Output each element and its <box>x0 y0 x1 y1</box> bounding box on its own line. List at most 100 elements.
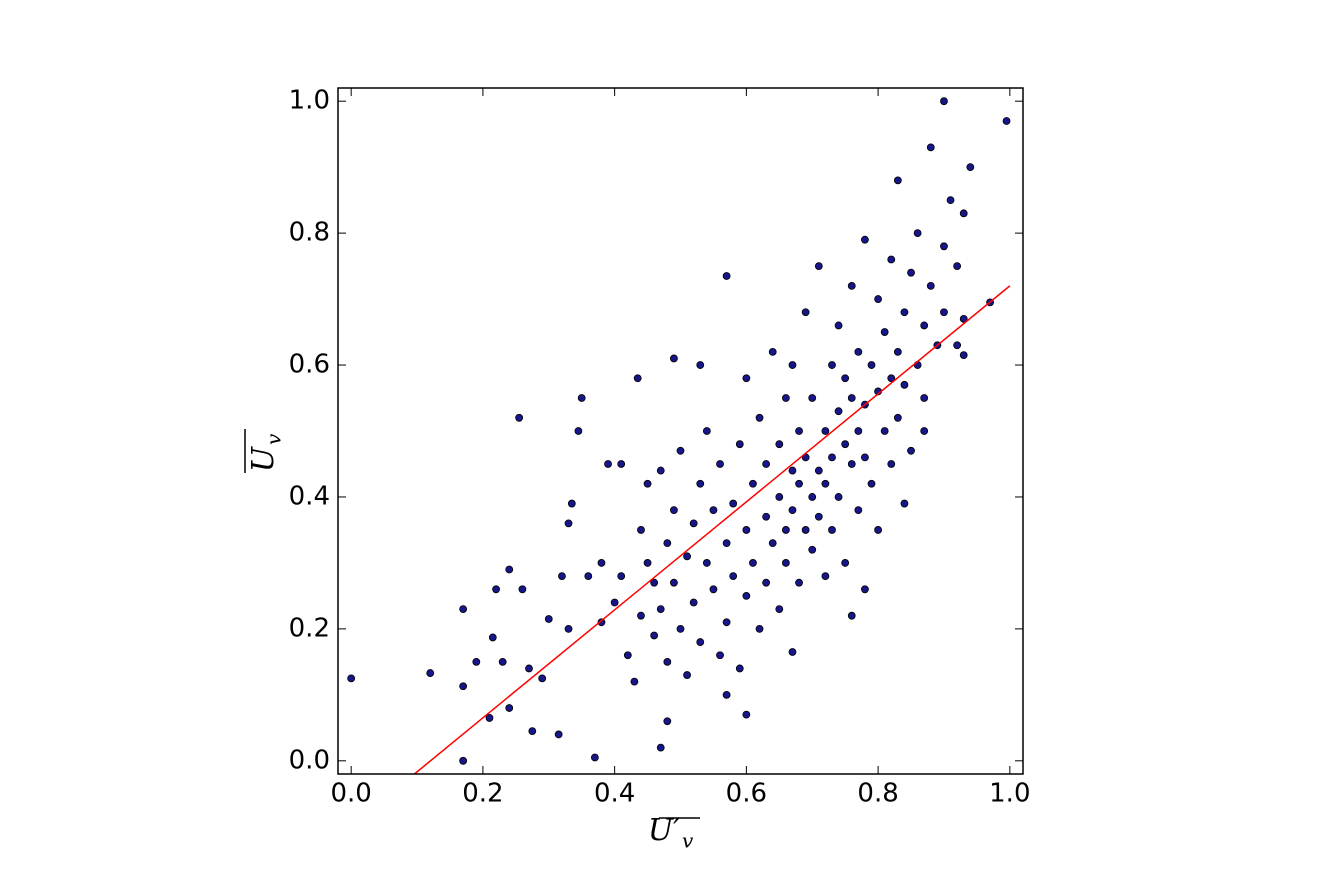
point <box>567 499 576 508</box>
point <box>874 526 882 534</box>
point <box>515 413 524 422</box>
point <box>854 506 863 515</box>
point <box>907 268 915 277</box>
point <box>913 229 922 238</box>
point <box>775 605 784 613</box>
point <box>920 321 929 330</box>
point <box>722 539 731 548</box>
point <box>847 394 856 402</box>
point <box>584 572 593 581</box>
point <box>558 572 566 581</box>
fit-line <box>413 285 1011 775</box>
point <box>755 624 764 633</box>
point <box>953 262 962 270</box>
point <box>670 354 678 363</box>
point <box>722 618 731 627</box>
point <box>946 196 955 205</box>
y-tick-label: 0.2 <box>289 613 330 643</box>
point <box>821 572 830 581</box>
point <box>887 374 896 383</box>
point <box>861 453 869 462</box>
point <box>670 506 678 515</box>
point <box>577 394 586 402</box>
point <box>854 347 863 356</box>
point <box>729 572 738 581</box>
plot-area <box>347 97 1011 775</box>
point <box>893 347 902 356</box>
point <box>755 413 764 422</box>
point <box>492 585 500 594</box>
point <box>854 427 863 435</box>
point <box>834 493 843 501</box>
point <box>749 479 757 488</box>
point <box>887 255 896 264</box>
point <box>742 710 751 719</box>
point <box>735 664 744 673</box>
point <box>683 552 691 561</box>
y-tick-label: 0.0 <box>289 745 330 775</box>
y-tick-label: 1.0 <box>289 86 330 116</box>
point <box>485 714 494 722</box>
point <box>788 466 797 475</box>
point <box>518 585 527 594</box>
point <box>762 512 771 521</box>
x-tick-label: 0.0 <box>330 779 371 809</box>
point <box>841 559 850 567</box>
point <box>959 314 968 323</box>
point <box>940 242 948 251</box>
point <box>643 479 652 488</box>
point <box>775 493 784 501</box>
point <box>788 648 797 656</box>
point <box>656 605 665 613</box>
point <box>795 479 803 488</box>
point <box>633 374 642 383</box>
point <box>841 374 850 383</box>
point <box>762 460 771 468</box>
point <box>953 341 962 350</box>
point <box>920 394 929 402</box>
point <box>801 308 810 317</box>
point <box>907 446 915 455</box>
point <box>814 512 823 521</box>
point <box>861 585 869 594</box>
point <box>900 308 909 317</box>
point <box>702 559 711 567</box>
point <box>683 671 691 679</box>
point <box>926 143 935 152</box>
point <box>880 328 889 336</box>
point <box>940 97 948 106</box>
point <box>716 460 724 468</box>
point <box>781 526 790 534</box>
point <box>828 526 836 534</box>
point <box>722 272 731 280</box>
point <box>670 578 678 587</box>
point <box>828 453 836 462</box>
point <box>828 361 836 369</box>
point <box>564 624 573 633</box>
point <box>656 743 665 752</box>
point <box>623 651 632 660</box>
x-tick-label: 1.0 <box>989 779 1030 809</box>
point <box>808 394 817 402</box>
x-axis-label-sub: v <box>682 829 694 853</box>
point <box>729 499 738 508</box>
point <box>742 592 751 600</box>
point <box>880 427 889 435</box>
point <box>650 631 659 640</box>
point <box>749 559 757 567</box>
point <box>966 163 975 172</box>
point <box>893 413 902 422</box>
point <box>814 466 823 475</box>
y-axis-label: U <box>246 445 281 472</box>
point <box>735 440 744 449</box>
point <box>742 374 751 383</box>
point <box>788 506 797 515</box>
point <box>900 380 909 389</box>
point <box>459 756 468 765</box>
point <box>841 440 850 449</box>
point <box>795 427 803 435</box>
x-tick-label: 0.8 <box>857 779 898 809</box>
point <box>617 572 626 581</box>
